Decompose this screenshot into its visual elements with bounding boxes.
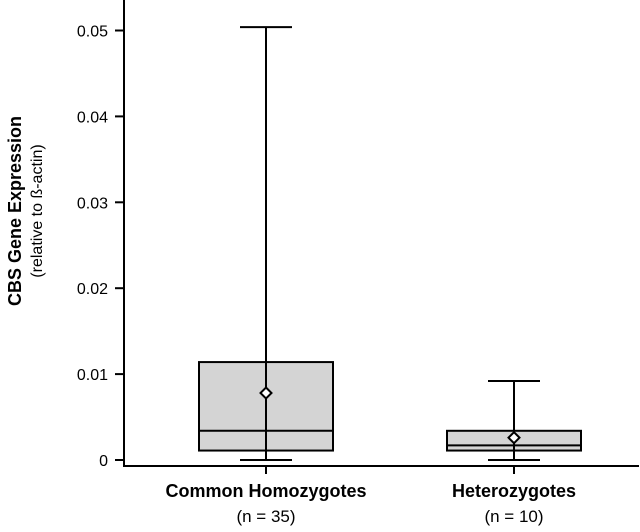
y-axis-sublabel: (relative to ß-actin) [29,144,46,277]
x-tick-label: Common Homozygotes [165,481,366,501]
x-tick-sublabel: (n = 10) [484,507,543,526]
mean-marker [507,430,521,445]
y-tick-label: 0.03 [77,195,108,212]
x-tick-label: Heterozygotes [452,481,576,501]
box-group [198,26,334,461]
y-axis-label: CBS Gene Expression [5,116,25,306]
mean-marker [259,386,273,400]
y-tick-label: 0 [99,453,108,470]
x-axis: Common Homozygotes (n = 35) Heterozygotes (… [123,465,639,526]
box-plot-series [198,26,582,461]
y-tick-label: 0.01 [77,367,108,384]
y-axis: 0 0.01 0.02 0.03 0.04 0.05 [77,0,125,470]
x-tick-sublabel: (n = 35) [236,507,295,526]
y-tick-label: 0.05 [77,24,108,41]
y-axis-title: CBS Gene Expression (relative to ß-actin… [5,116,46,306]
y-tick-label: 0.04 [77,109,108,126]
y-tick-label: 0.02 [77,281,108,298]
box-group [446,379,582,461]
